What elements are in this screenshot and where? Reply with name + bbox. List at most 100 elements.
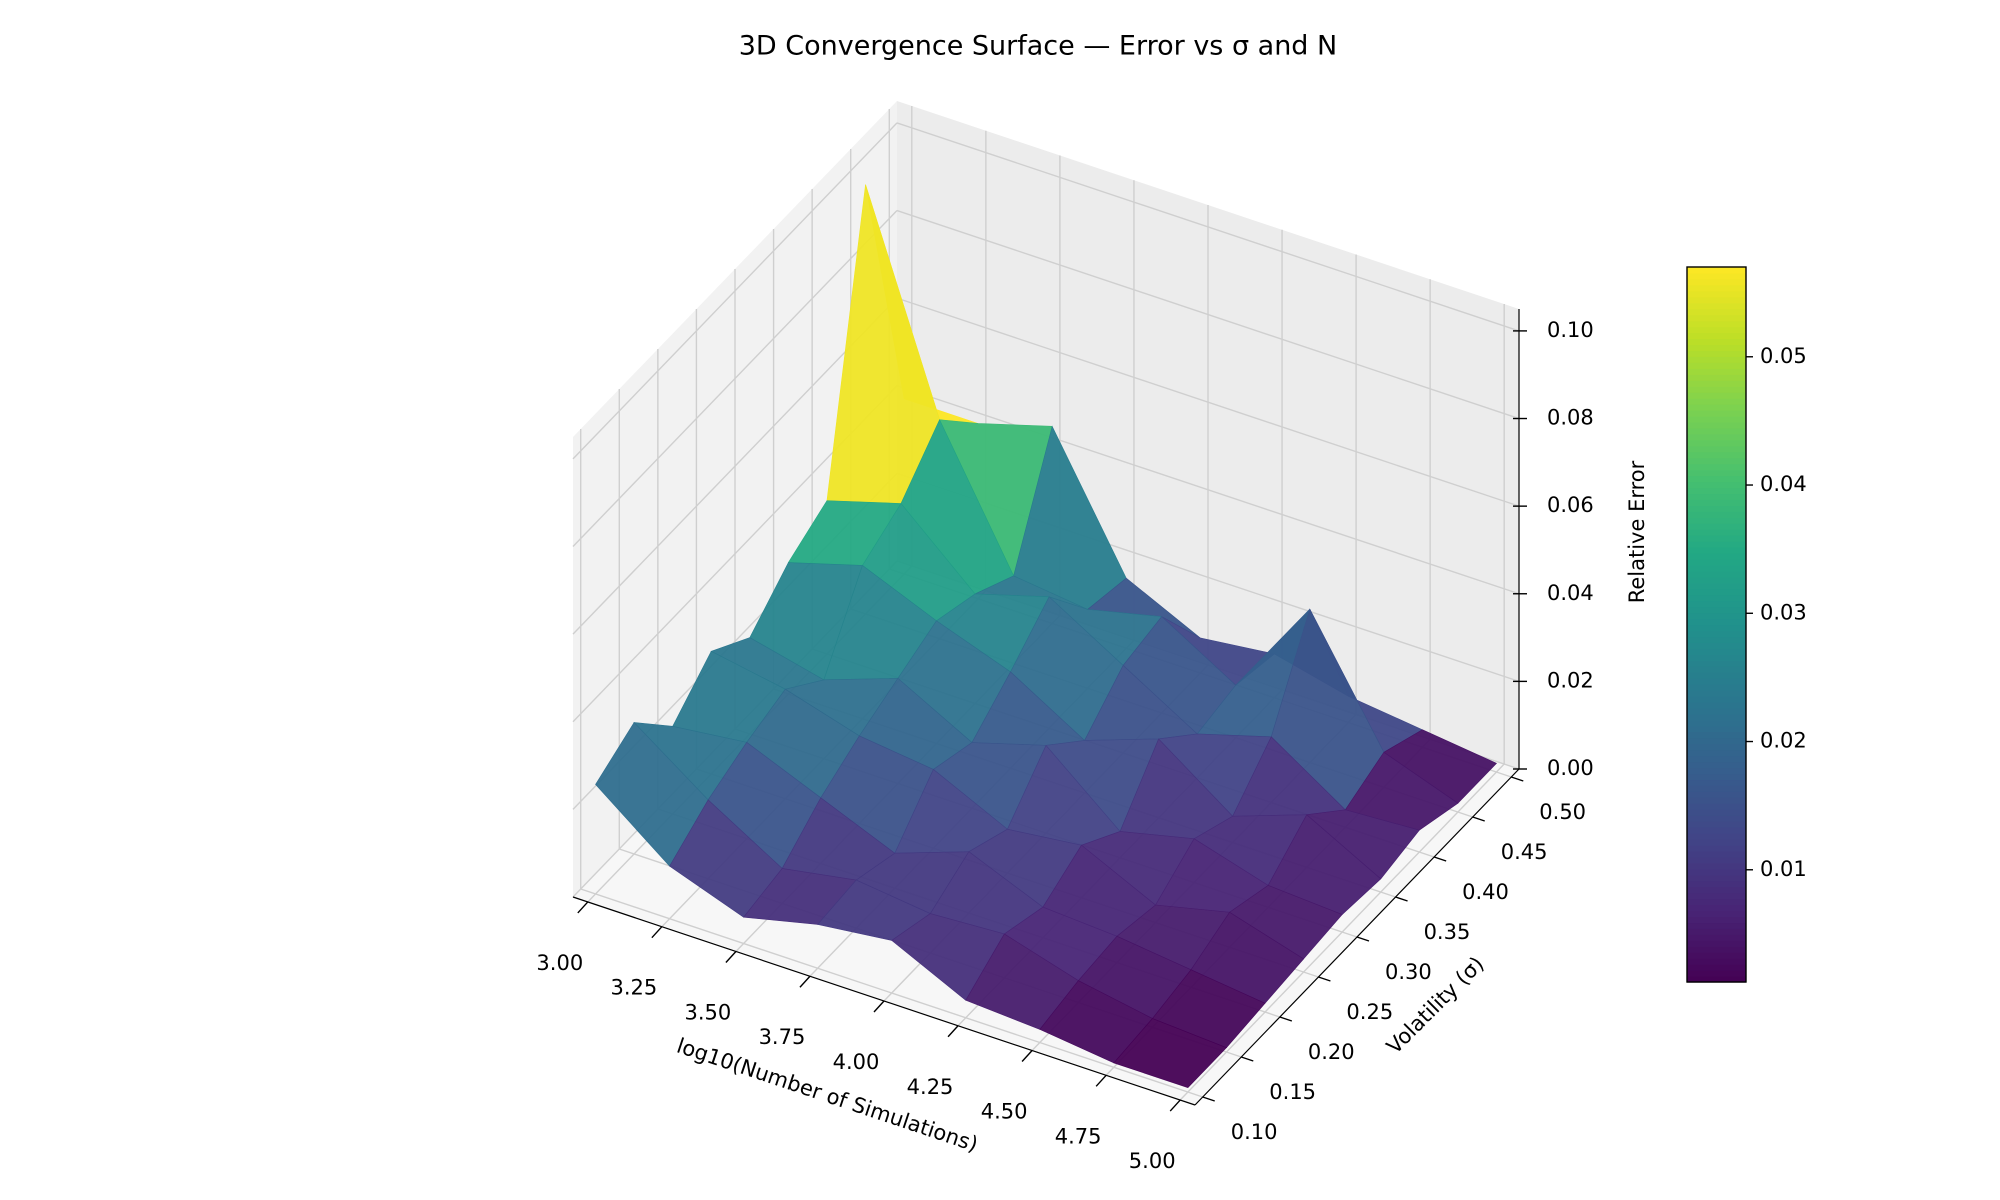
colorbar-swatch [1687, 505, 1746, 512]
colorbar-swatch [1687, 821, 1746, 828]
colorbar-swatch [1687, 916, 1746, 924]
colorbar-swatch [1687, 666, 1746, 673]
y-tick-label: 0.30 [1385, 960, 1432, 984]
x-tick-label: 4.00 [833, 1050, 880, 1074]
grid-line [896, 385, 1520, 595]
colorbar-swatch [1687, 320, 1746, 328]
grid-line [896, 297, 1520, 507]
colorbar-swatch [1687, 970, 1746, 977]
colorbar-swatch [1687, 606, 1746, 614]
colorbar-swatch [1687, 475, 1746, 483]
colorbar-swatch [1687, 493, 1746, 500]
colorbar-swatch [1687, 421, 1746, 429]
tick-mark [1318, 976, 1331, 982]
tick-mark [651, 926, 663, 939]
colorbar-swatch [1687, 910, 1746, 918]
tick-mark [873, 1000, 885, 1013]
colorbar-swatch [1687, 874, 1746, 882]
colorbar-swatch [1687, 433, 1746, 441]
colorbar-swatch [1687, 618, 1746, 626]
y-tick-label: 0.45 [1501, 840, 1548, 864]
colorbar-swatch [1687, 839, 1746, 846]
colorbar-swatch [1687, 541, 1746, 548]
tick-mark [1433, 856, 1447, 862]
colorbar-swatch [1687, 439, 1746, 447]
colorbar-swatch [1687, 719, 1746, 727]
tick-mark [577, 901, 589, 914]
tick-mark [1095, 1074, 1107, 1087]
colorbar-swatch [1687, 278, 1746, 286]
tick-mark [1241, 1056, 1254, 1062]
z-tick-label: 0.06 [1547, 493, 1594, 517]
colorbar-swatch [1687, 654, 1746, 661]
colorbar-swatch [1687, 737, 1746, 745]
colorbar-swatch [1687, 296, 1746, 304]
colorbar-swatch [1687, 272, 1746, 280]
z-tick-label: 0.08 [1547, 406, 1594, 430]
colorbar-swatch [1687, 457, 1746, 465]
colorbar-swatch [1687, 344, 1746, 352]
colorbar-swatch [1687, 356, 1746, 363]
colorbar-swatch [1687, 523, 1746, 530]
colorbar-swatch [1687, 904, 1746, 912]
colorbar-swatch [1687, 856, 1746, 864]
colorbar-swatch [1687, 558, 1746, 566]
y-tick-label: 0.10 [1231, 1120, 1278, 1144]
colorbar-swatch [1687, 731, 1746, 739]
colorbar-tick-label: 0.03 [1760, 600, 1807, 624]
colorbar-swatch [1687, 976, 1746, 983]
colorbar-swatch [1687, 952, 1746, 959]
x-tick-label: 3.00 [536, 951, 583, 975]
colorbar-swatch [1687, 469, 1746, 477]
colorbar-swatch [1687, 481, 1746, 489]
colorbar-swatch [1687, 964, 1746, 971]
colorbar-swatch [1687, 791, 1746, 798]
colorbar-swatch [1687, 803, 1746, 810]
colorbar-tick-label: 0.02 [1760, 729, 1807, 753]
x-tick-label: 4.50 [981, 1100, 1028, 1124]
colorbar-swatch [1687, 386, 1746, 393]
colorbar-swatch [1687, 487, 1746, 495]
x-tick-label: 3.75 [759, 1025, 806, 1049]
colorbar-swatch [1687, 630, 1746, 638]
y-tick-label: 0.50 [1539, 800, 1586, 824]
colorbar-frame [1686, 266, 1747, 983]
colorbar-swatch [1687, 535, 1746, 542]
colorbar-swatch [1687, 958, 1746, 965]
colorbar-swatch [1687, 374, 1746, 381]
surface-face [1113, 1018, 1228, 1089]
colorbar-swatch [1687, 582, 1746, 590]
tick-mark [1279, 1016, 1293, 1022]
axis-line [1194, 768, 1520, 1106]
colorbar-tick-label: 0.05 [1760, 344, 1807, 368]
colorbar-swatch [1687, 713, 1746, 721]
colorbar-swatch [1687, 898, 1746, 906]
colorbar-swatch [1687, 833, 1746, 840]
colorbar-swatch [1687, 928, 1746, 935]
colorbar-swatch [1687, 290, 1746, 298]
axis-line [572, 896, 1196, 1106]
colorbar-swatch [1687, 707, 1746, 715]
colorbar-swatch [1687, 588, 1746, 596]
colorbar-swatch [1687, 934, 1746, 941]
colorbar-swatch [1687, 392, 1746, 399]
colorbar-swatch [1687, 410, 1746, 417]
y-tick-label: 0.35 [1424, 920, 1471, 944]
grid-line [896, 122, 1520, 332]
colorbar-swatch [1687, 946, 1746, 953]
colorbar-swatch [1687, 624, 1746, 632]
colorbar-swatch [1687, 827, 1746, 834]
colorbar-swatch [1687, 672, 1746, 679]
colorbar-swatch [1687, 690, 1746, 697]
colorbar-swatch [1687, 642, 1746, 649]
x-tick-label: 3.50 [685, 1000, 732, 1024]
colorbar-swatch [1687, 636, 1746, 643]
grid-line [572, 210, 898, 548]
colorbar-swatch [1687, 797, 1746, 804]
colorbar-swatch [1687, 612, 1746, 620]
tick-mark [1511, 776, 1524, 782]
z-tick-label: 0.10 [1547, 318, 1594, 342]
colorbar-swatch [1687, 892, 1746, 900]
z-tick-label: 0.04 [1547, 581, 1594, 605]
colorbar-swatch [1687, 576, 1746, 584]
